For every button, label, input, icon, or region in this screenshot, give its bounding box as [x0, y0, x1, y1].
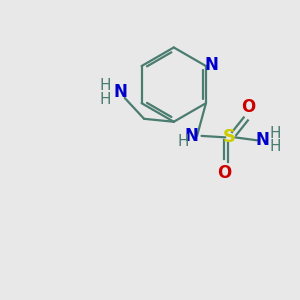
Text: N: N	[256, 131, 269, 149]
Text: H: H	[100, 92, 111, 107]
Text: H: H	[100, 78, 111, 93]
Text: S: S	[223, 128, 236, 146]
Text: O: O	[241, 98, 256, 116]
Text: O: O	[217, 164, 232, 182]
Text: N: N	[204, 56, 218, 74]
Text: H: H	[269, 126, 281, 141]
Text: N: N	[113, 83, 127, 101]
Text: H: H	[177, 134, 188, 149]
Text: H: H	[269, 140, 281, 154]
Text: N: N	[185, 127, 199, 145]
